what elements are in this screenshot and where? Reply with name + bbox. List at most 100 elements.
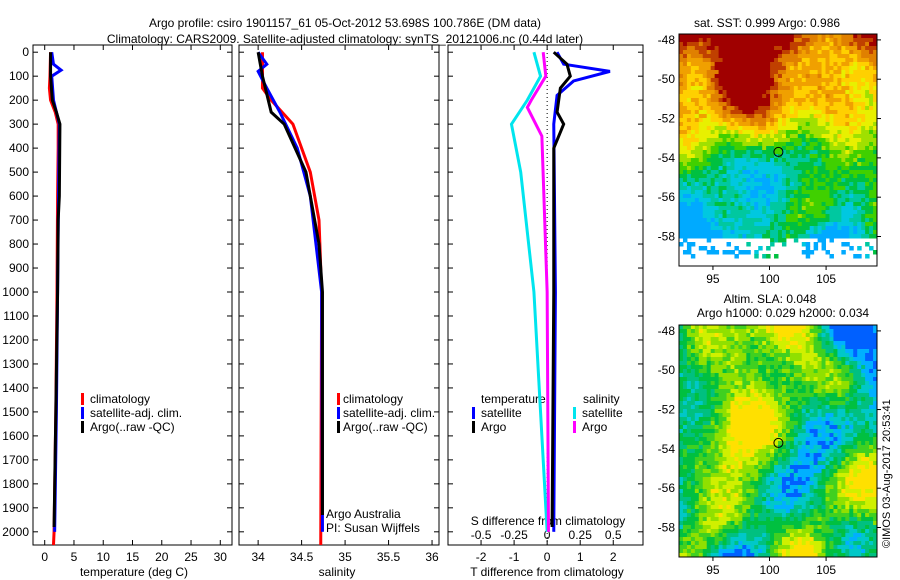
map-cell <box>789 337 795 342</box>
map-cell <box>817 377 823 382</box>
map-cell <box>706 134 712 139</box>
map-cell <box>690 234 696 239</box>
map-cell <box>861 206 866 211</box>
map-cell <box>682 110 688 115</box>
map-cell <box>817 469 823 474</box>
map-cell <box>821 110 827 115</box>
map-cell <box>809 365 815 370</box>
map-cell <box>797 381 803 386</box>
map-cell <box>869 369 874 374</box>
map-cell <box>793 74 799 79</box>
map-cell <box>754 254 759 259</box>
map-cell <box>682 94 688 99</box>
map-cell <box>873 457 878 462</box>
map-cell <box>821 333 827 338</box>
map-cell <box>793 50 799 55</box>
map-cell <box>762 393 767 398</box>
map-cell <box>785 457 791 462</box>
map-cell <box>781 349 787 354</box>
map-cell <box>770 170 775 175</box>
map-cell <box>746 158 751 163</box>
map-cell <box>766 393 771 398</box>
map-cell <box>758 377 763 382</box>
map-cell <box>754 473 759 478</box>
map-cell <box>734 202 739 207</box>
map-cell <box>825 389 830 394</box>
map-cell <box>781 473 787 478</box>
legend-label: satellite <box>582 406 623 420</box>
map-cell <box>754 353 759 358</box>
map-cell <box>829 469 834 474</box>
map-cell <box>714 485 720 490</box>
map-cell <box>865 230 870 235</box>
map-cell <box>694 385 700 390</box>
map-cell <box>837 214 842 219</box>
map-cell <box>702 385 708 390</box>
map-cell <box>778 166 783 171</box>
map-cell <box>778 94 783 99</box>
map-cell <box>829 401 834 406</box>
map-cell <box>726 481 731 486</box>
map-cell <box>702 477 708 482</box>
series-line-argo-raw-qc- <box>256 51 324 516</box>
map-cell <box>837 98 842 103</box>
map-cell <box>698 349 704 354</box>
map-cell <box>821 170 827 175</box>
map-cell <box>849 102 854 107</box>
map-cell <box>766 254 771 259</box>
map-cell <box>845 62 850 67</box>
map-cell <box>758 445 763 450</box>
map-cell <box>809 142 815 147</box>
map-cell <box>829 385 834 390</box>
map-cell <box>694 389 700 394</box>
map-cell <box>793 413 799 418</box>
map-cell <box>781 70 787 75</box>
map-cell <box>686 389 692 394</box>
map-cell <box>869 198 874 203</box>
map-cell <box>726 449 731 454</box>
map-cell <box>801 130 807 135</box>
map-cell <box>774 134 779 139</box>
map-cell <box>706 349 712 354</box>
map-cell <box>845 393 850 398</box>
map-cell <box>865 345 870 350</box>
map-cell <box>734 234 739 239</box>
map-cell <box>738 150 743 155</box>
map-cell <box>813 465 819 470</box>
map-cell <box>813 242 819 247</box>
map-cell <box>833 202 838 207</box>
map-cell <box>789 218 795 223</box>
map-cell <box>738 413 743 418</box>
map-cell <box>710 226 716 231</box>
map-cell <box>801 333 807 338</box>
map-cell <box>781 42 787 47</box>
map-cell <box>734 78 739 83</box>
map-cell <box>853 377 858 382</box>
map-cell <box>793 329 799 334</box>
map-cell <box>817 98 823 103</box>
map-cell <box>853 78 858 83</box>
y-tick-label: 2000 <box>2 525 29 539</box>
map-cell <box>758 130 763 135</box>
map-cell <box>861 365 866 370</box>
map-cell <box>829 465 834 470</box>
map-cell <box>774 369 779 374</box>
map-cell <box>841 154 846 159</box>
map-cell <box>758 473 763 478</box>
map-cell <box>750 353 755 358</box>
map-cell <box>869 210 874 215</box>
map-cell <box>833 138 838 143</box>
map-cell <box>686 66 692 71</box>
map-cell <box>841 118 846 123</box>
map-cell <box>762 78 767 83</box>
map-cell <box>825 481 830 486</box>
map-cell <box>805 46 811 51</box>
map-cell <box>841 417 846 422</box>
map-cell <box>829 122 834 127</box>
map-cell <box>825 385 830 390</box>
map-cell <box>734 170 739 175</box>
map-cell <box>801 337 807 342</box>
map-cell <box>710 78 716 83</box>
map-cell <box>734 98 739 103</box>
map-cell <box>766 58 771 63</box>
